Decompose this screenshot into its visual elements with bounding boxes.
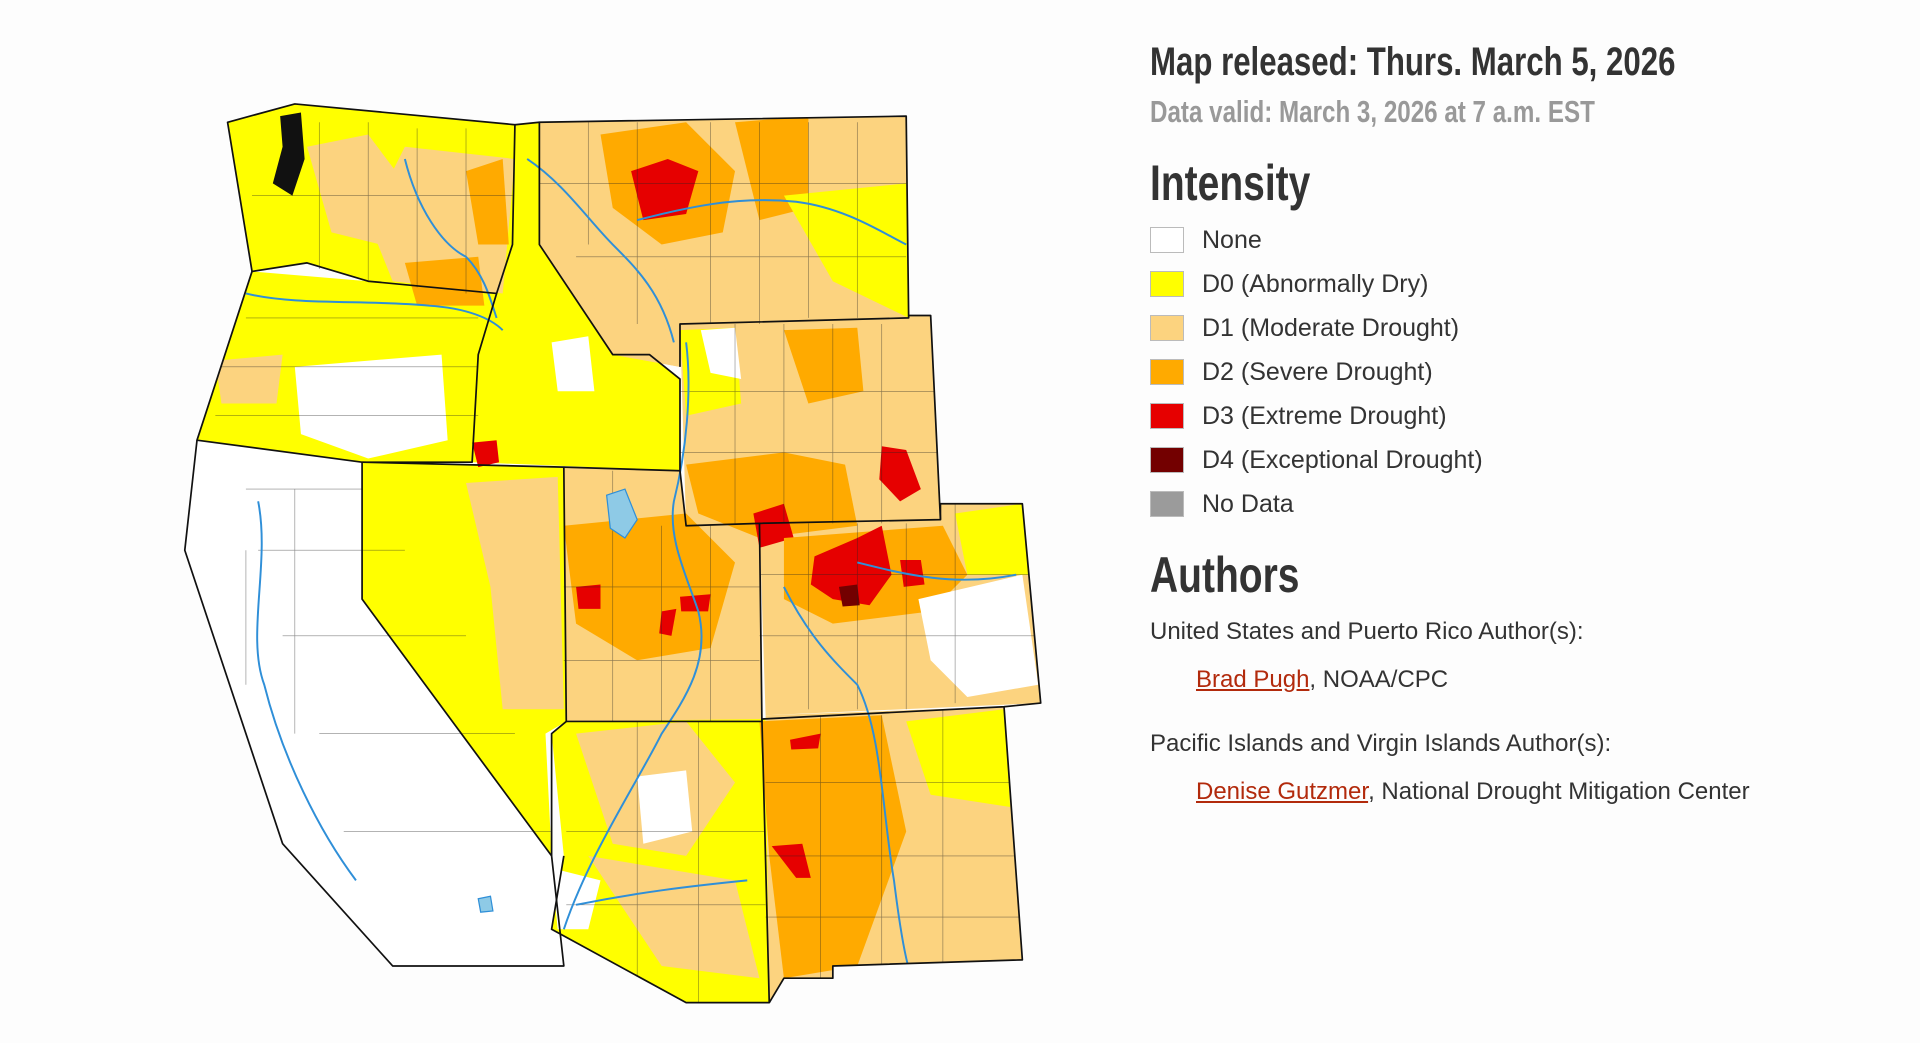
legend-label: No Data bbox=[1202, 489, 1294, 518]
legend-item-d2: D2 (Severe Drought) bbox=[1150, 350, 1890, 394]
legend-label: None bbox=[1202, 225, 1262, 254]
legend-label: (Severe Drought) bbox=[1240, 357, 1433, 386]
great-salt-lake bbox=[605, 488, 638, 539]
salton-sea bbox=[477, 895, 494, 913]
state-borders bbox=[183, 103, 1042, 1004]
rivers bbox=[245, 158, 1017, 979]
legend-swatch bbox=[1150, 271, 1184, 297]
legend-swatch bbox=[1150, 491, 1184, 517]
legend-code: D0 bbox=[1202, 269, 1234, 298]
legend-item-d1: D1 (Moderate Drought) bbox=[1150, 306, 1890, 350]
state-idaho bbox=[472, 122, 680, 471]
legend-label: (Abnormally Dry) bbox=[1240, 269, 1429, 298]
county-lines bbox=[215, 122, 1039, 1003]
legend-item-d4: D4 (Exceptional Drought) bbox=[1150, 438, 1890, 482]
legend-item-none: None bbox=[1150, 218, 1890, 262]
us-authors-label: United States and Puerto Rico Author(s): bbox=[1150, 618, 1584, 645]
legend-label: (Moderate Drought) bbox=[1240, 313, 1460, 342]
legend: None D0 (Abnormally Dry) D1 (Moderate Dr… bbox=[1150, 218, 1890, 526]
author-affiliation: , NOAA/CPC bbox=[1309, 666, 1449, 693]
pacific-authors-label: Pacific Islands and Virgin Islands Autho… bbox=[1150, 730, 1612, 757]
legend-swatch bbox=[1150, 315, 1184, 341]
legend-code: D2 bbox=[1202, 357, 1234, 386]
puget-islands bbox=[272, 112, 305, 196]
legend-swatch bbox=[1150, 447, 1184, 473]
legend-code: D1 bbox=[1202, 313, 1234, 342]
us-author: Brad Pugh, NOAA/CPC bbox=[1196, 666, 1890, 694]
map-released-date: Map released: Thurs. March 5, 2026 bbox=[1150, 40, 1676, 84]
legend-swatch bbox=[1150, 227, 1184, 253]
legend-item-d0: D0 (Abnormally Dry) bbox=[1150, 262, 1890, 306]
author-link-denise-gutzmer[interactable]: Denise Gutzmer bbox=[1196, 778, 1369, 805]
legend-code: D3 bbox=[1202, 401, 1234, 430]
author-link-brad-pugh[interactable]: Brad Pugh bbox=[1196, 666, 1310, 693]
author-affiliation: , National Drought Mitigation Center bbox=[1368, 778, 1750, 805]
intensity-heading: Intensity bbox=[1150, 155, 1311, 211]
legend-swatch bbox=[1150, 359, 1184, 385]
data-valid-date: Data valid: March 3, 2026 at 7 a.m. EST bbox=[1150, 94, 1595, 129]
legend-code: D4 bbox=[1202, 445, 1234, 474]
legend-swatch bbox=[1150, 403, 1184, 429]
authors-heading: Authors bbox=[1150, 547, 1300, 603]
legend-label: (Exceptional Drought) bbox=[1240, 445, 1483, 474]
legend-label: (Extreme Drought) bbox=[1240, 401, 1447, 430]
pacific-author: Denise Gutzmer, National Drought Mitigat… bbox=[1196, 778, 1890, 806]
map-info-panel: Map released: Thurs. March 5, 2026 Data … bbox=[1150, 40, 1890, 806]
legend-item-d3: D3 (Extreme Drought) bbox=[1150, 394, 1890, 438]
legend-item-no-data: No Data bbox=[1150, 482, 1890, 526]
